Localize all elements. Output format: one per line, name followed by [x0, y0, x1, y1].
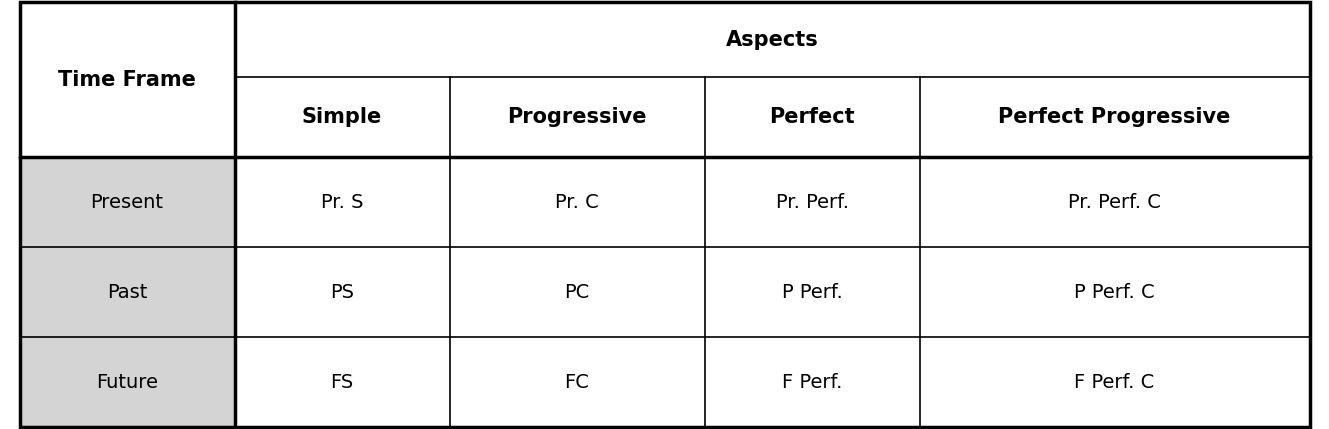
Bar: [920, 247, 1309, 337]
Text: FS: FS: [331, 372, 354, 392]
Bar: [234, 157, 449, 247]
Text: F Perf.: F Perf.: [781, 372, 843, 392]
Text: Present: Present: [90, 193, 163, 211]
Bar: [920, 77, 1309, 157]
Text: PC: PC: [565, 283, 590, 302]
Text: Pr. C: Pr. C: [556, 193, 599, 211]
Bar: [234, 247, 449, 337]
Text: Pr. Perf. C: Pr. Perf. C: [1069, 193, 1162, 211]
Bar: [449, 247, 704, 337]
Bar: [704, 247, 920, 337]
Bar: [449, 157, 704, 247]
Text: P Perf.: P Perf.: [781, 283, 843, 302]
Bar: [234, 337, 449, 427]
Text: Pr. Perf.: Pr. Perf.: [776, 193, 848, 211]
Text: Perfect: Perfect: [769, 107, 855, 127]
Bar: [704, 77, 920, 157]
Text: PS: PS: [330, 283, 354, 302]
Text: Simple: Simple: [302, 107, 383, 127]
Bar: [20, 2, 234, 157]
Text: Progressive: Progressive: [508, 107, 647, 127]
Text: Perfect Progressive: Perfect Progressive: [998, 107, 1231, 127]
Bar: [920, 337, 1309, 427]
Bar: [234, 2, 1309, 77]
Bar: [920, 157, 1309, 247]
Text: Future: Future: [96, 372, 158, 392]
Bar: [449, 337, 704, 427]
Bar: [234, 77, 449, 157]
Text: F Perf. C: F Perf. C: [1074, 372, 1155, 392]
Bar: [704, 337, 920, 427]
Text: Aspects: Aspects: [726, 30, 819, 49]
Text: Past: Past: [106, 283, 148, 302]
Text: Time Frame: Time Frame: [58, 69, 195, 90]
Bar: [449, 77, 704, 157]
Bar: [20, 247, 234, 337]
Bar: [20, 337, 234, 427]
Bar: [704, 157, 920, 247]
Text: P Perf. C: P Perf. C: [1074, 283, 1155, 302]
Bar: [20, 157, 234, 247]
Text: Pr. S: Pr. S: [320, 193, 363, 211]
Text: FC: FC: [565, 372, 590, 392]
